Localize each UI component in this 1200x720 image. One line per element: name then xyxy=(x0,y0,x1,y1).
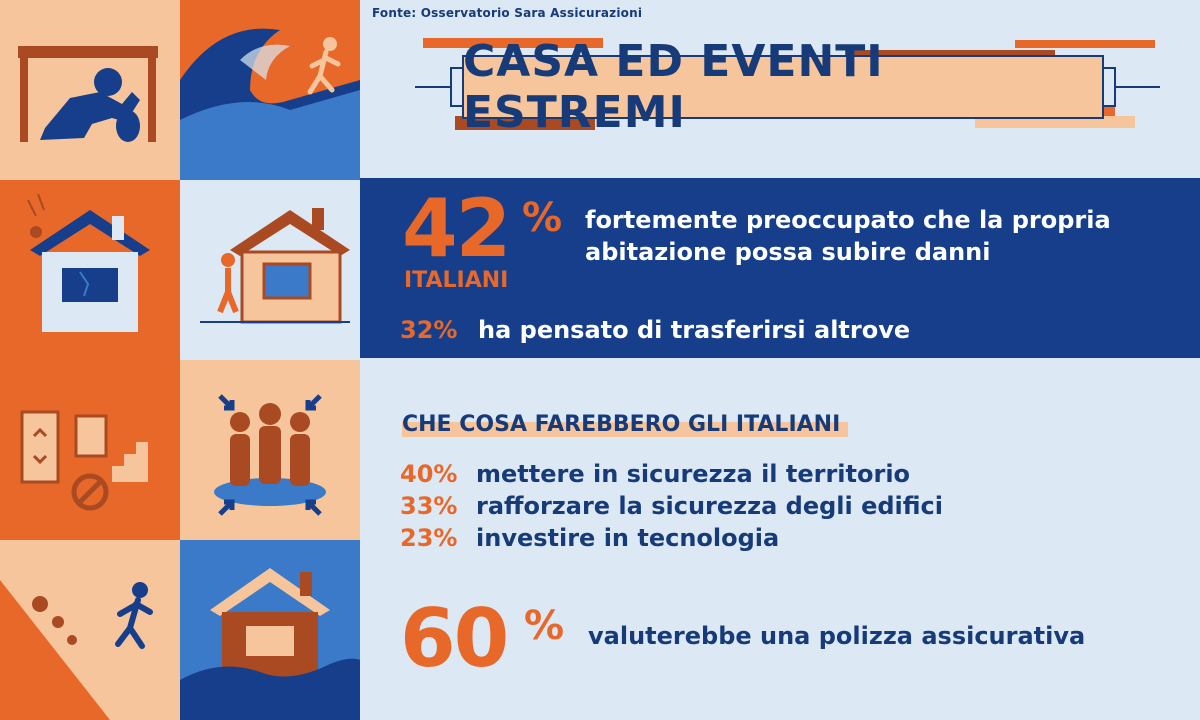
source-note: Fonte: Osservatorio Sara Assicurazioni xyxy=(372,6,643,20)
action-item: 33% rafforzare la sicurezza degli edifici xyxy=(400,492,943,520)
page-title: CASA ED EVENTI ESTREMI xyxy=(463,36,884,138)
falling-rocks-house-icon xyxy=(0,180,180,360)
cracked-house-icon xyxy=(180,180,360,360)
title-banner: CASA ED EVENTI ESTREMI xyxy=(415,36,1160,138)
policy-percent: 60 xyxy=(400,592,509,685)
concern-band xyxy=(360,178,1200,358)
action-item: 40% mettere in sicurezza il territorio xyxy=(400,460,910,488)
landslide-runner-icon xyxy=(0,540,180,720)
concern-percent-unit: % xyxy=(522,195,563,241)
elevator-stairs-icon xyxy=(0,360,180,540)
action-percent: 40% xyxy=(400,460,458,488)
action-percent: 23% xyxy=(400,524,458,552)
earthquake-table-icon xyxy=(0,0,180,180)
relocate-percent: 32% xyxy=(400,316,458,344)
action-text: rafforzare la sicurezza degli edifici xyxy=(476,492,944,520)
actions-heading: CHE COSA FAREBBERO GLI ITALIANI xyxy=(402,410,849,437)
action-text: investire in tecnologia xyxy=(476,524,780,552)
action-item: 23% investire in tecnologia xyxy=(400,524,779,552)
action-text: mettere in sicurezza il territorio xyxy=(476,460,911,488)
flooded-house-icon xyxy=(180,540,360,720)
policy-percent-unit: % xyxy=(524,603,565,649)
gathering-point-icon xyxy=(180,360,360,540)
concern-text: fortemente preoccupato che la propria ab… xyxy=(585,206,1111,266)
policy-text: valuterebbe una polizza assicurativa xyxy=(588,622,1086,650)
concern-percent: 42 xyxy=(402,182,511,275)
relocate-text: ha pensato di trasferirsi altrove xyxy=(478,316,911,344)
tsunami-runner-icon xyxy=(180,0,360,180)
concern-subject: ITALIANI xyxy=(404,268,509,293)
action-percent: 33% xyxy=(400,492,458,520)
